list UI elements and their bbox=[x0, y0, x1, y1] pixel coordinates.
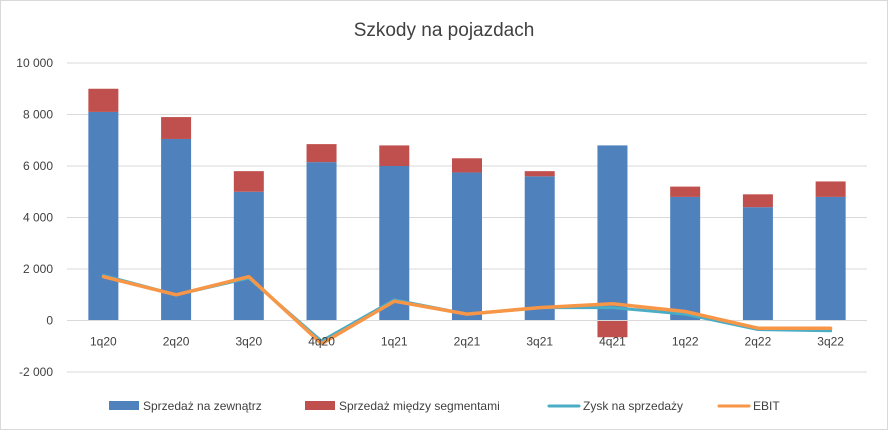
y-axis-ticks: -2 000 0 2 000 4 000 6 000 8 000 10 000 bbox=[16, 56, 53, 379]
bar-intersegment-1q21 bbox=[379, 145, 410, 166]
bar-intersegment-3q20 bbox=[233, 171, 264, 192]
y-tick-label: 0 bbox=[46, 314, 53, 328]
x-tick-label: 1q21 bbox=[381, 335, 408, 349]
legend: Sprzedaż na zewnątrz Sprzedaż między segm… bbox=[109, 399, 780, 413]
legend-label: Sprzedaż między segmentami bbox=[339, 399, 500, 413]
y-tick-label: 10 000 bbox=[16, 56, 53, 70]
bar-intersegment-2q22 bbox=[742, 194, 773, 208]
x-tick-label: 4q20 bbox=[308, 335, 335, 349]
x-tick-label: 4q21 bbox=[599, 335, 626, 349]
bar-external-1q21 bbox=[379, 166, 410, 321]
bar-external-4q21 bbox=[597, 145, 628, 321]
x-tick-label: 3q22 bbox=[817, 335, 844, 349]
chart-title: Szkody na pojazdach bbox=[354, 20, 535, 41]
bar-external-3q22 bbox=[815, 196, 846, 321]
legend-label: Sprzedaż na zewnątrz bbox=[143, 399, 262, 413]
x-axis-ticks: 1q20 2q20 3q20 4q20 1q21 2q21 3q21 4q21 1q22 2q22… bbox=[90, 335, 844, 349]
bar-external-2q22 bbox=[742, 207, 773, 321]
x-tick-label: 2q22 bbox=[745, 335, 772, 349]
bar-intersegment-4q20 bbox=[306, 144, 337, 163]
x-tick-label: 3q20 bbox=[235, 335, 262, 349]
x-tick-label: 2q21 bbox=[454, 335, 481, 349]
bar-intersegment-3q21 bbox=[524, 171, 555, 177]
x-tick-label: 2q20 bbox=[163, 335, 190, 349]
legend-label: Zysk na sprzedaży bbox=[583, 399, 683, 413]
bar-intersegment-1q22 bbox=[670, 186, 701, 197]
line-ebit bbox=[101, 274, 833, 346]
y-tick-label: 4 000 bbox=[23, 211, 53, 225]
bar-intersegment-2q20 bbox=[161, 117, 192, 139]
bar-intersegment-3q22 bbox=[815, 181, 846, 197]
bar-external-1q20 bbox=[88, 111, 119, 321]
x-tick-label: 1q20 bbox=[90, 335, 117, 349]
bar-intersegment-1q20 bbox=[88, 88, 119, 112]
y-tick-label: 2 000 bbox=[23, 262, 53, 276]
bar-intersegment-4q21 bbox=[597, 320, 628, 338]
y-tick-label: 8 000 bbox=[23, 108, 53, 122]
lines bbox=[101, 273, 833, 346]
bar-external-3q20 bbox=[233, 191, 264, 321]
legend-swatch bbox=[109, 401, 139, 410]
y-tick-label: 6 000 bbox=[23, 159, 53, 173]
bar-external-4q20 bbox=[306, 162, 337, 321]
legend-label: EBIT bbox=[753, 399, 780, 413]
x-tick-label: 3q21 bbox=[526, 335, 553, 349]
bar-external-2q21 bbox=[452, 172, 482, 321]
y-tick-label: -2 000 bbox=[19, 365, 53, 379]
bar-external-3q21 bbox=[524, 176, 555, 321]
bar-intersegment-2q21 bbox=[452, 158, 482, 173]
bar-external-2q20 bbox=[161, 138, 192, 321]
legend-swatch bbox=[305, 401, 335, 410]
x-tick-label: 1q22 bbox=[672, 335, 699, 349]
bar-external-1q22 bbox=[670, 196, 701, 321]
bars bbox=[88, 88, 846, 338]
